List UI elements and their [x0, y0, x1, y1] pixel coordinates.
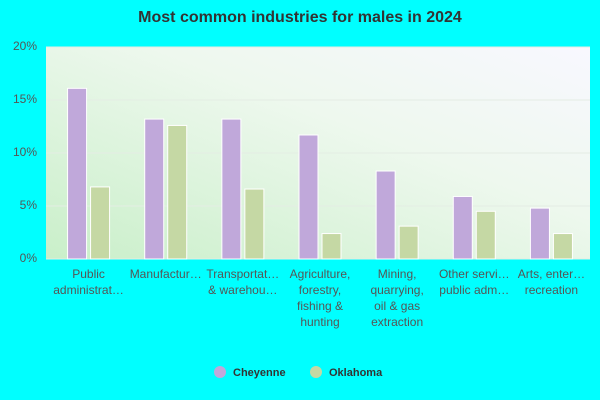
x-tick-label: Public — [72, 267, 105, 281]
x-tick-label: administrat… — [53, 283, 124, 297]
bar — [67, 87, 88, 260]
legend-label: Cheyenne — [233, 367, 286, 379]
bar — [167, 124, 188, 260]
legend-label: Oklahoma — [329, 367, 383, 379]
bar — [529, 207, 550, 260]
x-tick-label: oil & gas — [374, 299, 420, 313]
bar — [375, 170, 396, 260]
y-tick-label: 15% — [13, 92, 37, 106]
x-tick-label: Manufactur… — [130, 267, 202, 281]
x-tick-label: extraction — [371, 315, 423, 329]
bar — [244, 188, 265, 260]
x-tick-label: forestry, — [299, 283, 341, 297]
x-tick-label: Other servi… — [439, 267, 510, 281]
x-tick-label: hunting — [300, 315, 339, 329]
bar — [144, 118, 165, 260]
x-tick-label: fishing & — [297, 299, 343, 313]
x-tick-label: Transportat… — [206, 267, 279, 281]
x-tick-label: Mining, — [378, 267, 417, 281]
legend-marker — [310, 366, 322, 378]
bar — [90, 186, 111, 260]
y-tick-label: 0% — [20, 251, 38, 265]
bar — [552, 233, 573, 260]
y-tick-label: 20% — [13, 39, 37, 53]
x-tick-label: & warehou… — [208, 283, 277, 297]
y-tick-label: 5% — [20, 198, 38, 212]
y-tick-label: 10% — [13, 145, 37, 159]
x-tick-label: Agriculture, — [290, 267, 351, 281]
bar — [452, 195, 473, 260]
x-tick-label: quarrying, — [370, 283, 423, 297]
x-tick-label: Arts, enter… — [518, 267, 585, 281]
x-tick-label: public adm… — [439, 283, 509, 297]
bar — [298, 134, 319, 260]
bar — [475, 210, 496, 260]
bar — [321, 233, 342, 260]
x-tick-label: recreation — [525, 283, 578, 297]
bar — [221, 118, 242, 260]
bar — [398, 225, 419, 260]
legend-marker — [214, 366, 226, 378]
chart-title: Most common industries for males in 2024 — [138, 9, 462, 26]
